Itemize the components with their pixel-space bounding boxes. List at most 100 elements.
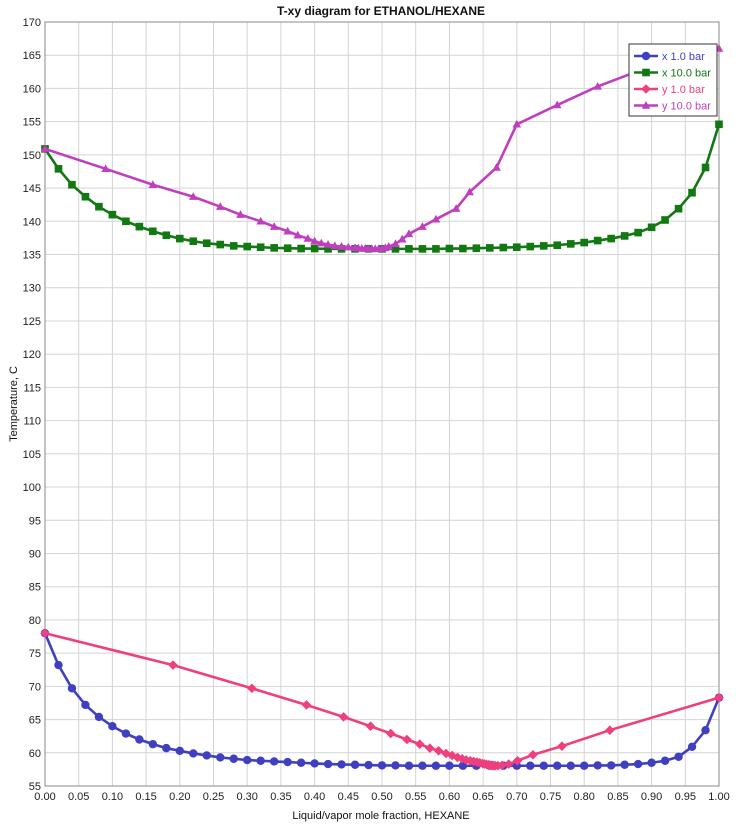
- data-point: [566, 240, 575, 248]
- y-tick-label: 140: [23, 216, 41, 228]
- data-point: [661, 216, 669, 224]
- data-point: [715, 120, 723, 129]
- x-axis-title: Liquid/vapor mole fraction, HEXANE: [292, 810, 469, 822]
- data-point: [283, 757, 292, 767]
- data-point: [377, 761, 387, 770]
- y-tick-label: 120: [23, 349, 41, 361]
- data-point: [451, 204, 461, 212]
- x-tick-label: 0.65: [472, 791, 493, 803]
- data-point: [552, 100, 562, 109]
- data-point: [580, 761, 589, 770]
- data-point: [202, 751, 211, 760]
- data-point: [148, 739, 158, 749]
- data-point: [391, 239, 400, 248]
- data-point: [512, 119, 522, 128]
- data-point: [54, 165, 63, 173]
- data-point: [499, 243, 508, 252]
- data-point: [620, 232, 629, 240]
- data-point: [418, 761, 427, 770]
- data-series: [40, 44, 724, 771]
- data-point: [303, 234, 313, 242]
- y-tick-label: 85: [29, 582, 41, 594]
- data-point: [135, 735, 144, 744]
- data-point: [593, 81, 602, 90]
- y-tick-label: 155: [23, 117, 41, 129]
- data-point: [580, 238, 588, 247]
- data-point: [701, 725, 710, 735]
- y-tick-label: 150: [23, 150, 41, 162]
- y-tick-label: 75: [29, 648, 41, 660]
- data-point: [162, 743, 171, 753]
- data-point: [189, 237, 198, 246]
- data-point: [458, 761, 468, 770]
- legend-marker: [641, 84, 651, 94]
- series-4: [40, 44, 724, 253]
- data-point: [503, 759, 514, 769]
- data-point: [433, 745, 444, 756]
- x-tick-label: 0.70: [506, 791, 527, 803]
- data-point: [324, 245, 332, 253]
- data-point: [512, 755, 523, 766]
- data-point: [404, 229, 414, 238]
- data-point: [189, 749, 198, 758]
- legend-label: x 1.0 bar: [662, 51, 705, 63]
- data-point: [634, 228, 642, 237]
- x-tick-label: 0.55: [405, 791, 426, 803]
- data-point: [68, 180, 76, 189]
- legend-marker: [641, 51, 651, 61]
- data-point: [297, 244, 305, 253]
- data-point: [122, 217, 130, 226]
- data-point: [606, 761, 616, 770]
- data-point: [486, 244, 494, 252]
- data-point: [236, 210, 245, 218]
- data-point: [432, 245, 440, 253]
- data-point: [418, 245, 427, 253]
- data-point: [553, 241, 562, 250]
- legend-entry: x 1.0 bar: [634, 51, 705, 63]
- y-tick-label: 80: [29, 615, 41, 627]
- data-point: [216, 753, 225, 762]
- data-point: [247, 683, 257, 694]
- data-point: [81, 700, 90, 710]
- y-tick-label: 105: [23, 449, 41, 461]
- data-point: [457, 753, 468, 764]
- legend-label: y 1.0 bar: [662, 84, 705, 96]
- y-tick-label: 160: [23, 83, 41, 95]
- data-point: [385, 728, 396, 739]
- data-point: [607, 234, 615, 243]
- x-tick-label: 0.30: [236, 791, 257, 803]
- data-point: [270, 244, 278, 252]
- x-axis-ticks: 0.00 0.05 0.10 0.15 0.20 0.25 0.30 0.35 0.40 0.45…: [34, 791, 729, 803]
- data-point: [528, 749, 538, 760]
- x-tick-label: 0.40: [304, 791, 325, 803]
- data-point: [175, 746, 184, 755]
- legend-label: y 10.0 bar: [662, 101, 711, 113]
- data-point: [557, 741, 567, 751]
- data-point: [310, 244, 319, 253]
- x-tick-label: 0.45: [338, 791, 359, 803]
- data-point: [391, 761, 400, 770]
- grid-lines: [44, 21, 720, 787]
- y-axis-ticks: 55 60 65 70 75 80 85 90 95 100 105 110 115 120 125 130 1…: [23, 17, 41, 793]
- legend-entry: y 10.0 bar: [634, 101, 711, 113]
- data-point: [674, 204, 683, 213]
- data-point: [647, 758, 656, 767]
- data-point: [215, 202, 225, 210]
- data-point: [539, 242, 548, 250]
- data-point: [365, 721, 376, 732]
- y-axis-title: Temperature, C: [8, 366, 20, 442]
- data-point: [108, 722, 117, 731]
- data-point: [688, 188, 696, 197]
- x-tick-label: 0.50: [371, 791, 392, 803]
- data-point: [364, 760, 373, 770]
- y-tick-label: 135: [23, 250, 41, 262]
- legend-marker: [642, 68, 650, 77]
- data-point: [497, 760, 507, 771]
- data-point: [431, 761, 441, 770]
- data-point: [40, 628, 50, 638]
- data-point: [243, 242, 251, 251]
- data-point: [402, 734, 412, 745]
- data-point: [418, 222, 427, 230]
- data-point: [337, 242, 346, 250]
- data-point: [330, 241, 340, 250]
